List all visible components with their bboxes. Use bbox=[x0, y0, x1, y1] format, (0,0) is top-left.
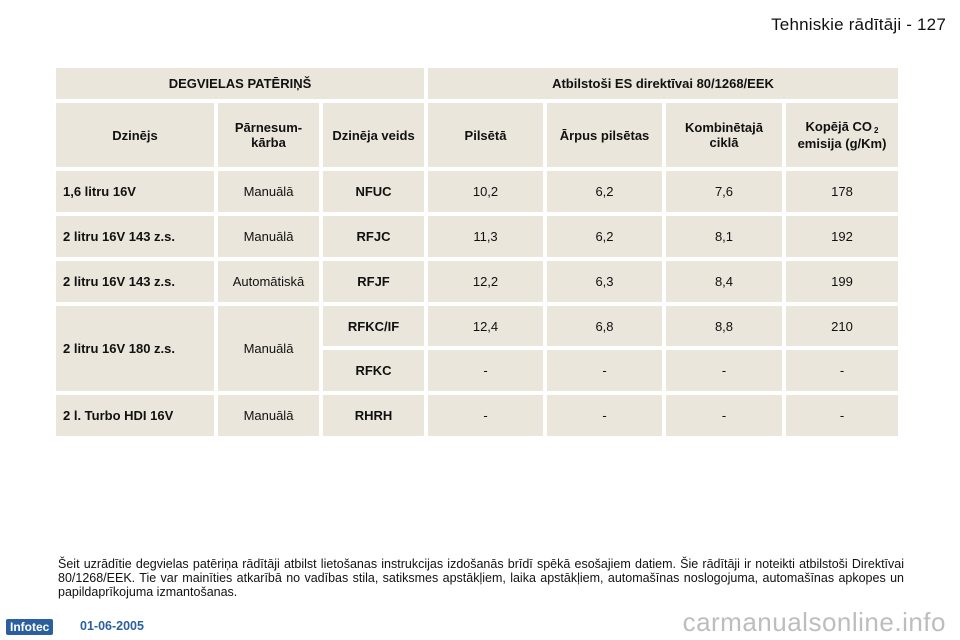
co2-label: Kopējā CO bbox=[805, 119, 872, 134]
col-co2: Kopējā CO 2 emisija (g/Km) bbox=[786, 103, 898, 167]
co2-rest: emisija (g/Km) bbox=[797, 136, 887, 151]
cell-extra-urban: 6,2 bbox=[547, 171, 662, 212]
cell-engine-type: RFKC/IF bbox=[323, 306, 424, 346]
cell-engine: 2 litru 16V 143 z.s. bbox=[56, 261, 214, 302]
cell-urban: - bbox=[428, 350, 543, 391]
cell-gearbox: Manuālā bbox=[218, 306, 319, 391]
cell-extra-urban: - bbox=[547, 395, 662, 436]
col-combined: Kombinētajā ciklā bbox=[666, 103, 782, 167]
cell-gearbox: Automātiskā bbox=[218, 261, 319, 302]
cell-extra-urban: 6,8 bbox=[547, 306, 662, 346]
cell-combined: - bbox=[666, 395, 782, 436]
page-header: Tehniskie rādītāji - 127 bbox=[771, 15, 946, 34]
cell-gearbox: Manuālā bbox=[218, 395, 319, 436]
cell-extra-urban: 6,2 bbox=[547, 216, 662, 257]
cell-extra-urban: - bbox=[547, 350, 662, 391]
col-gearbox: Pārnesum-kārba bbox=[218, 103, 319, 167]
cell-engine-type: RFKC bbox=[323, 350, 424, 391]
table-row: 1,6 litru 16V Manuālā NFUC 10,2 6,2 7,6 … bbox=[56, 171, 898, 212]
cell-engine-type: NFUC bbox=[323, 171, 424, 212]
cell-co2: 210 bbox=[786, 306, 898, 346]
cell-urban: 12,4 bbox=[428, 306, 543, 346]
table-row: 2 l. Turbo HDI 16V Manuālā RHRH - - - - bbox=[56, 395, 898, 436]
cell-gearbox: Manuālā bbox=[218, 216, 319, 257]
cell-gearbox: Manuālā bbox=[218, 171, 319, 212]
cell-urban: - bbox=[428, 395, 543, 436]
fuel-consumption-table: DEGVIELAS PATĒRIŅŠ Atbilstoši ES direktī… bbox=[52, 64, 902, 440]
cell-urban: 12,2 bbox=[428, 261, 543, 302]
co2-subscript: 2 bbox=[874, 126, 879, 135]
cell-combined: 8,4 bbox=[666, 261, 782, 302]
cell-co2: 199 bbox=[786, 261, 898, 302]
cell-combined: 8,1 bbox=[666, 216, 782, 257]
cell-co2: 178 bbox=[786, 171, 898, 212]
cell-engine-type: RFJC bbox=[323, 216, 424, 257]
cell-combined: 8,8 bbox=[666, 306, 782, 346]
table-row: 2 litru 16V 180 z.s. Manuālā RFKC/IF 12,… bbox=[56, 306, 898, 391]
directive-header: Atbilstoši ES direktīvai 80/1268/EEK bbox=[428, 68, 898, 99]
col-urban: Pilsētā bbox=[428, 103, 543, 167]
infotec-logo: Infotec bbox=[6, 619, 54, 635]
cell-engine-type: RFJF bbox=[323, 261, 424, 302]
col-extra-urban: Ārpus pilsētas bbox=[547, 103, 662, 167]
col-engine: Dzinējs bbox=[56, 103, 214, 167]
cell-extra-urban: 6,3 bbox=[547, 261, 662, 302]
cell-engine: 2 l. Turbo HDI 16V bbox=[56, 395, 214, 436]
cell-co2: 192 bbox=[786, 216, 898, 257]
cell-combined: 7,6 bbox=[666, 171, 782, 212]
cell-engine: 2 litru 16V 143 z.s. bbox=[56, 216, 214, 257]
cell-co2: - bbox=[786, 350, 898, 391]
cell-urban: 11,3 bbox=[428, 216, 543, 257]
cell-engine-type: RHRH bbox=[323, 395, 424, 436]
footer-date: 01-06-2005 bbox=[80, 619, 144, 633]
table-row: 2 litru 16V 143 z.s. Manuālā RFJC 11,3 6… bbox=[56, 216, 898, 257]
cell-engine: 2 litru 16V 180 z.s. bbox=[56, 306, 214, 391]
watermark: carmanualsonline.info bbox=[682, 607, 946, 637]
cell-urban: 10,2 bbox=[428, 171, 543, 212]
cell-combined: - bbox=[666, 350, 782, 391]
cell-co2: - bbox=[786, 395, 898, 436]
cell-engine: 1,6 litru 16V bbox=[56, 171, 214, 212]
fuel-consumption-header: DEGVIELAS PATĒRIŅŠ bbox=[56, 68, 424, 99]
table-row: RFKC - - - - bbox=[56, 350, 898, 391]
footnote-text: Šeit uzrādītie degvielas patēriņa rādītā… bbox=[58, 556, 904, 599]
table-row: 2 litru 16V 143 z.s. Automātiskā RFJF 12… bbox=[56, 261, 898, 302]
col-engine-type: Dzinēja veids bbox=[323, 103, 424, 167]
